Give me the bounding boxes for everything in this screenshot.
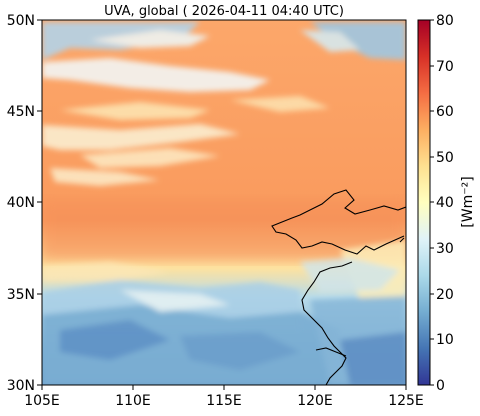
x-tick-label: 125E bbox=[388, 393, 424, 409]
y-tick-label: 45N bbox=[7, 104, 35, 120]
coastline bbox=[271, 189, 406, 385]
y-tick-label: 30N bbox=[7, 378, 35, 394]
colorbar-tick-label: 60 bbox=[436, 104, 454, 120]
colorbar-tick-label: 0 bbox=[436, 378, 445, 394]
x-tick-label: 120E bbox=[297, 393, 333, 409]
uva-field bbox=[42, 20, 406, 385]
y-tick-label: 40N bbox=[7, 195, 35, 211]
x-tick-label: 110E bbox=[115, 393, 151, 409]
colorbar-tick-label: 80 bbox=[436, 13, 454, 29]
colorbar-label: [Wm⁻²] bbox=[460, 176, 476, 227]
y-tick-label: 50N bbox=[7, 13, 35, 29]
colorbar-tick-label: 30 bbox=[436, 241, 454, 257]
x-tick-label: 115E bbox=[206, 393, 242, 409]
map-title: UVA, global ( 2026-04-11 04:40 UTC) bbox=[104, 4, 344, 19]
y-axis bbox=[37, 19, 42, 386]
colorbar bbox=[417, 19, 431, 386]
colorbar-tick-label: 50 bbox=[436, 150, 454, 166]
colorbar-tick-label: 20 bbox=[436, 287, 454, 303]
colorbar-tick-label: 40 bbox=[436, 195, 454, 211]
x-axis bbox=[41, 385, 407, 390]
x-tick-label: 105E bbox=[24, 393, 60, 409]
colorbar-tick-label: 70 bbox=[436, 59, 454, 75]
colorbar-tick-label: 10 bbox=[436, 332, 454, 348]
y-tick-label: 35N bbox=[7, 287, 35, 303]
